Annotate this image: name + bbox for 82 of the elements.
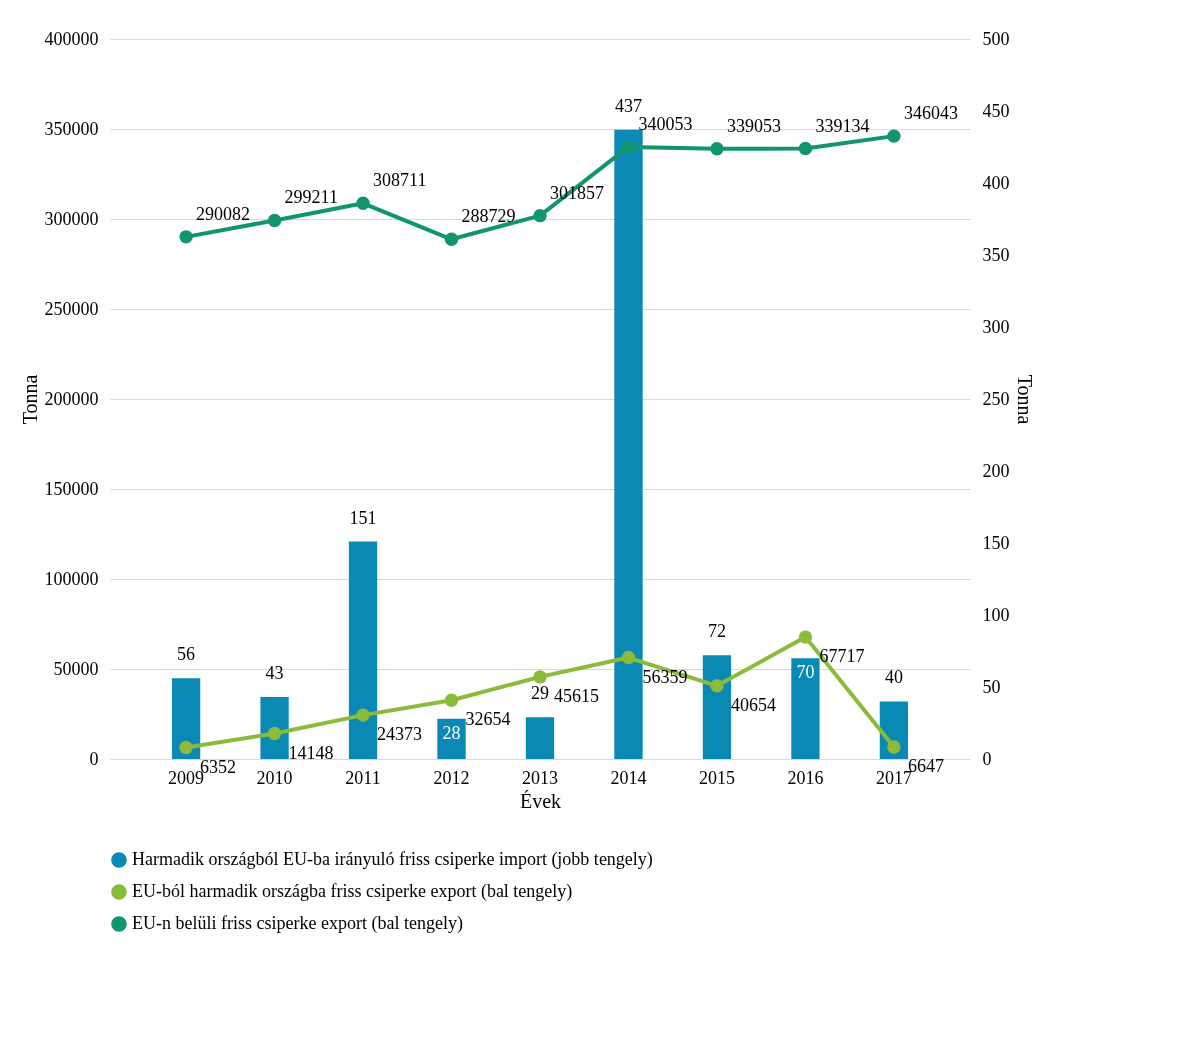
y-tick-label: 50000 xyxy=(53,658,99,679)
y2-tick-label: 500 xyxy=(982,28,1010,49)
point xyxy=(267,213,282,228)
data-label: 43 xyxy=(265,663,284,684)
data-label: 346043 xyxy=(903,103,958,124)
data-label: 437 xyxy=(614,95,642,116)
bar xyxy=(702,655,732,759)
bar xyxy=(791,658,820,759)
data-label: 67717 xyxy=(819,646,865,667)
point xyxy=(621,650,636,665)
x-tick-label: 2016 xyxy=(787,767,824,788)
y2-tick-label: 250 xyxy=(982,388,1010,409)
legend-label: EU-n belüli friss csiperke export (bal tengely) xyxy=(132,913,463,934)
x-tick-label: 2012 xyxy=(433,767,470,788)
data-label: 32654 xyxy=(465,709,511,730)
y2-tick-label: 100 xyxy=(982,604,1010,625)
point xyxy=(887,129,901,143)
y-tick-label: 300000 xyxy=(44,208,99,229)
y-tick-label: 250000 xyxy=(44,298,99,319)
point xyxy=(798,630,813,644)
y-axis-title: Tonna xyxy=(18,374,41,425)
data-label: 290082 xyxy=(196,203,251,224)
data-label: 40654 xyxy=(730,694,776,715)
point xyxy=(533,208,547,223)
data-label: 29 xyxy=(531,683,549,704)
point xyxy=(179,230,193,244)
y-tick-label: 100000 xyxy=(44,568,99,589)
legend-label: Harmadik országból EU-ba irányuló friss csiperke import (jobb tengely) xyxy=(132,849,653,870)
point xyxy=(710,679,724,693)
bar xyxy=(614,129,643,759)
bar xyxy=(437,718,466,759)
y2-tick-label: 200 xyxy=(982,460,1010,481)
data-label: 45615 xyxy=(554,685,599,706)
data-label: 40 xyxy=(884,667,903,688)
point xyxy=(533,670,547,684)
y2-tick-label: 400 xyxy=(982,172,1010,193)
y2-tick-label: 450 xyxy=(982,100,1010,121)
data-label: 339134 xyxy=(815,115,870,136)
y2-tick-label: 150 xyxy=(982,532,1010,553)
y-tick-label: 200000 xyxy=(44,388,99,409)
data-label: 70 xyxy=(796,662,815,683)
data-label: 308711 xyxy=(373,170,427,191)
data-label: 24373 xyxy=(377,724,423,745)
point xyxy=(444,693,459,707)
legend-label: EU-ból harmadik országba friss csiperke export (bal tengely) xyxy=(132,881,573,902)
y2-axis-title: Tonna xyxy=(1013,374,1036,425)
y-tick-label: 400000 xyxy=(44,28,99,49)
data-label: 72 xyxy=(707,621,726,642)
data-label: 56359 xyxy=(642,666,688,687)
x-axis-title: Évek xyxy=(519,789,562,812)
point xyxy=(356,708,370,722)
data-label: 288729 xyxy=(461,206,516,227)
y2-tick-label: 50 xyxy=(982,676,1001,697)
x-tick-label: 2014 xyxy=(610,767,647,788)
point xyxy=(267,726,282,741)
bar xyxy=(525,717,555,759)
point xyxy=(798,141,813,156)
y2-tick-label: 300 xyxy=(982,316,1010,337)
data-label: 14148 xyxy=(288,742,334,763)
point xyxy=(710,142,724,156)
y-tick-label: 150000 xyxy=(44,478,99,499)
data-label: 28 xyxy=(442,722,461,743)
point xyxy=(621,140,636,154)
x-tick-label: 2013 xyxy=(522,767,558,788)
data-label: 151 xyxy=(349,507,377,528)
point xyxy=(444,232,459,246)
data-label: 339053 xyxy=(726,115,781,136)
point xyxy=(179,740,193,755)
data-label: 299211 xyxy=(284,187,338,208)
point xyxy=(356,196,370,211)
point xyxy=(887,740,901,754)
bar xyxy=(348,541,378,759)
y-tick-label: 0 xyxy=(89,748,99,769)
data-label: 340053 xyxy=(638,113,693,134)
y2-tick-label: 350 xyxy=(982,244,1010,265)
data-label: 56 xyxy=(177,644,196,665)
x-tick-label: 2010 xyxy=(256,767,293,788)
y2-tick-label: 0 xyxy=(982,748,992,769)
y-tick-label: 350000 xyxy=(44,118,99,139)
x-tick-label: 2011 xyxy=(345,767,381,788)
x-tick-label: 2015 xyxy=(698,767,735,788)
bar xyxy=(171,678,201,759)
